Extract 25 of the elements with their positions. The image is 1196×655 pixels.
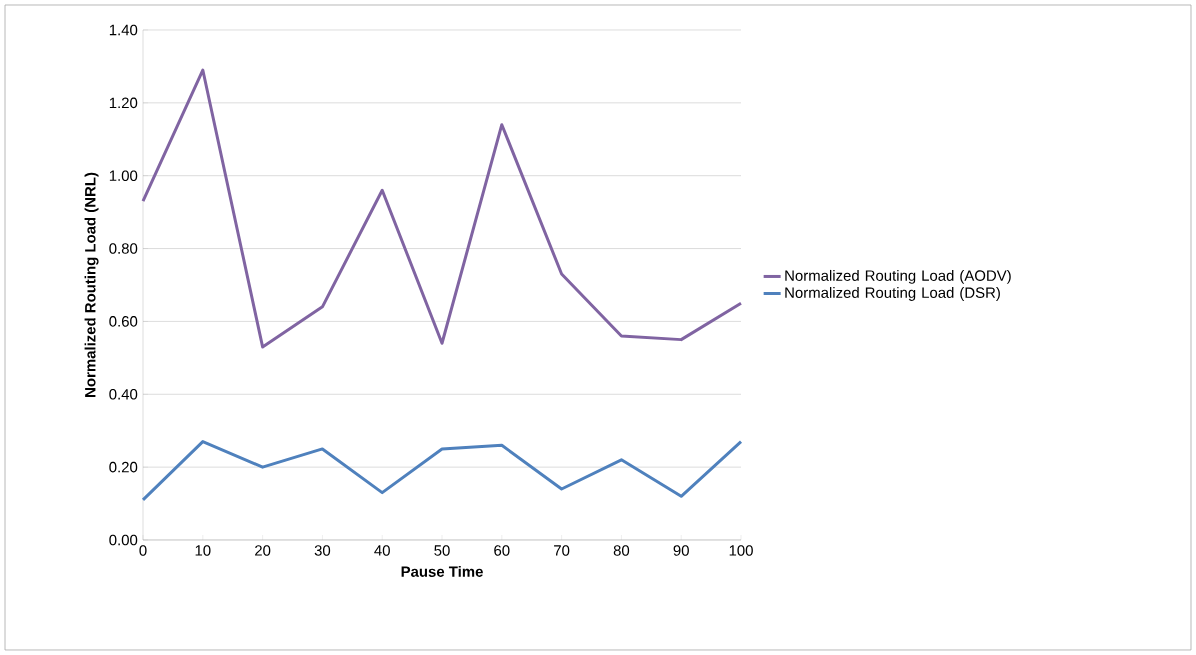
y-tick-label: 0.60 [109, 316, 138, 327]
x-tick-label: 20 [255, 545, 271, 556]
x-tick-label: 10 [195, 545, 211, 556]
x-tick-label: 40 [374, 545, 390, 556]
x-tick-label: 0 [139, 545, 147, 556]
x-tick-label: 90 [673, 545, 689, 556]
line-series [141, 68, 743, 349]
y-tick-label: 0.40 [109, 388, 138, 400]
legend-label: Normalized Routing Load (AODV) [785, 269, 1011, 284]
x-tick-label: 50 [434, 545, 450, 556]
x-tick-label: 100 [729, 545, 753, 556]
line-series [141, 440, 743, 502]
y-axis-title: Normalized Routing Load (NRL) [84, 172, 99, 397]
y-tick-label: 0.00 [109, 534, 138, 546]
y-tick-label: 0.20 [109, 461, 138, 473]
x-tick-label: 80 [613, 545, 630, 556]
x-tick-label: 70 [554, 545, 570, 556]
x-axis-title: Pause Time [401, 565, 483, 577]
y-tick-label: 1.40 [109, 24, 138, 36]
x-tick-label: 30 [314, 545, 331, 556]
legend-label: Normalized Routing Load (DSR) [785, 286, 1000, 301]
y-tick-label: 1.00 [109, 170, 138, 181]
y-tick-label: 1.20 [109, 97, 138, 109]
x-tick-label: 60 [494, 545, 510, 556]
y-tick-label: 0.80 [109, 243, 138, 254]
